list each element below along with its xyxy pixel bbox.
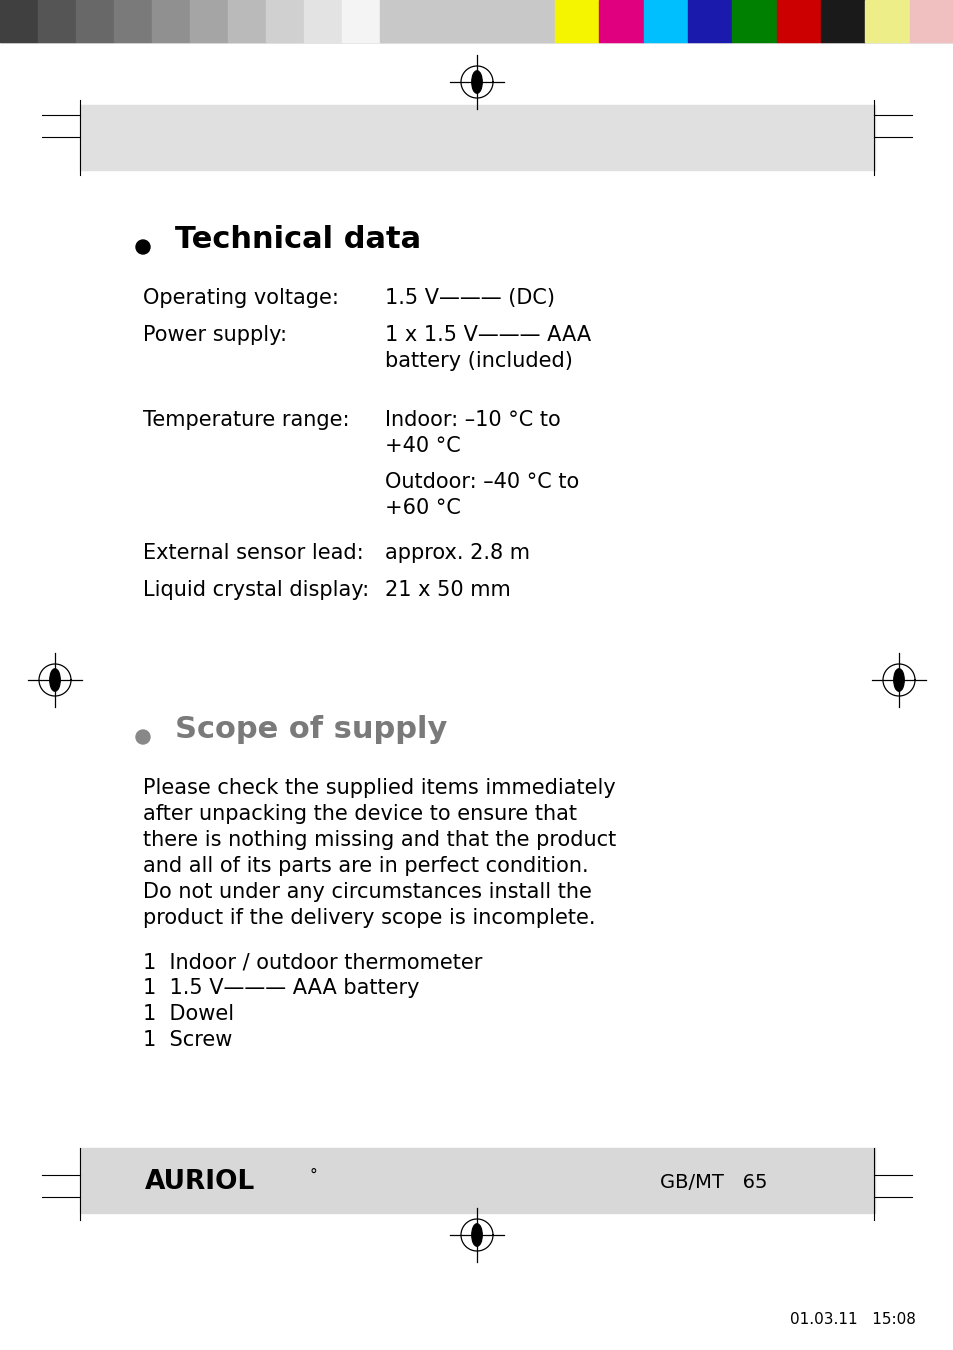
Text: approx. 2.8 m: approx. 2.8 m	[385, 543, 530, 563]
Text: Scope of supply: Scope of supply	[174, 716, 447, 744]
Ellipse shape	[136, 730, 150, 744]
Text: Do not under any circumstances install the: Do not under any circumstances install t…	[143, 882, 591, 902]
Bar	[228, 0, 266, 42]
Bar	[687, 0, 732, 42]
Text: after unpacking the device to ensure that: after unpacking the device to ensure tha…	[143, 805, 577, 823]
Bar	[643, 0, 687, 42]
Bar	[909, 0, 953, 42]
Ellipse shape	[472, 1224, 481, 1246]
Text: Technical data: Technical data	[174, 225, 420, 255]
Ellipse shape	[472, 70, 481, 93]
Ellipse shape	[893, 668, 903, 691]
Text: +60 °C: +60 °C	[385, 498, 460, 518]
Text: 1  1.5 V——— AAA battery: 1 1.5 V——— AAA battery	[143, 977, 419, 998]
Bar	[304, 0, 341, 42]
Bar	[38, 0, 76, 42]
Text: product if the delivery scope is incomplete.: product if the delivery scope is incompl…	[143, 909, 595, 927]
Bar	[864, 0, 909, 42]
Text: 1  Screw: 1 Screw	[143, 1030, 233, 1050]
Text: battery (included): battery (included)	[385, 351, 572, 371]
Text: 1 x 1.5 V——— AAA: 1 x 1.5 V——— AAA	[385, 325, 591, 346]
Text: Outdoor: –40 °C to: Outdoor: –40 °C to	[385, 472, 578, 491]
Text: 1.5 V——— (DC): 1.5 V——— (DC)	[385, 288, 555, 308]
Bar	[598, 0, 643, 42]
Text: 01.03.11   15:08: 01.03.11 15:08	[789, 1312, 915, 1327]
Bar	[0, 0, 38, 42]
Bar	[80, 1148, 874, 1214]
Text: +40 °C: +40 °C	[385, 436, 460, 456]
Bar	[0, 0, 953, 42]
Bar	[555, 0, 598, 42]
Ellipse shape	[136, 240, 150, 254]
Bar	[76, 0, 113, 42]
Text: Power supply:: Power supply:	[143, 325, 287, 346]
Text: Operating voltage:: Operating voltage:	[143, 288, 338, 308]
Text: °: °	[310, 1168, 317, 1183]
Text: 1  Dowel: 1 Dowel	[143, 1004, 233, 1025]
Text: External sensor lead:: External sensor lead:	[143, 543, 363, 563]
Bar	[379, 0, 555, 42]
Bar	[776, 0, 821, 42]
Text: Please check the supplied items immediately: Please check the supplied items immediat…	[143, 778, 615, 798]
Text: 1  Indoor / outdoor thermometer: 1 Indoor / outdoor thermometer	[143, 952, 482, 972]
Text: there is nothing missing and that the product: there is nothing missing and that the pr…	[143, 830, 616, 850]
Text: 21 x 50 mm: 21 x 50 mm	[385, 580, 510, 599]
Bar	[113, 0, 152, 42]
Text: and all of its parts are in perfect condition.: and all of its parts are in perfect cond…	[143, 856, 588, 876]
Bar	[341, 0, 379, 42]
Text: Liquid crystal display:: Liquid crystal display:	[143, 580, 369, 599]
Bar	[190, 0, 228, 42]
Bar	[266, 0, 304, 42]
Bar	[152, 0, 190, 42]
Text: Indoor: –10 °C to: Indoor: –10 °C to	[385, 410, 560, 431]
Bar	[732, 0, 776, 42]
Text: AURIOL: AURIOL	[145, 1169, 255, 1195]
Bar	[80, 105, 874, 170]
Text: Temperature range:: Temperature range:	[143, 410, 349, 431]
Ellipse shape	[50, 668, 60, 691]
Bar	[821, 0, 864, 42]
Text: GB/MT   65: GB/MT 65	[659, 1173, 767, 1192]
